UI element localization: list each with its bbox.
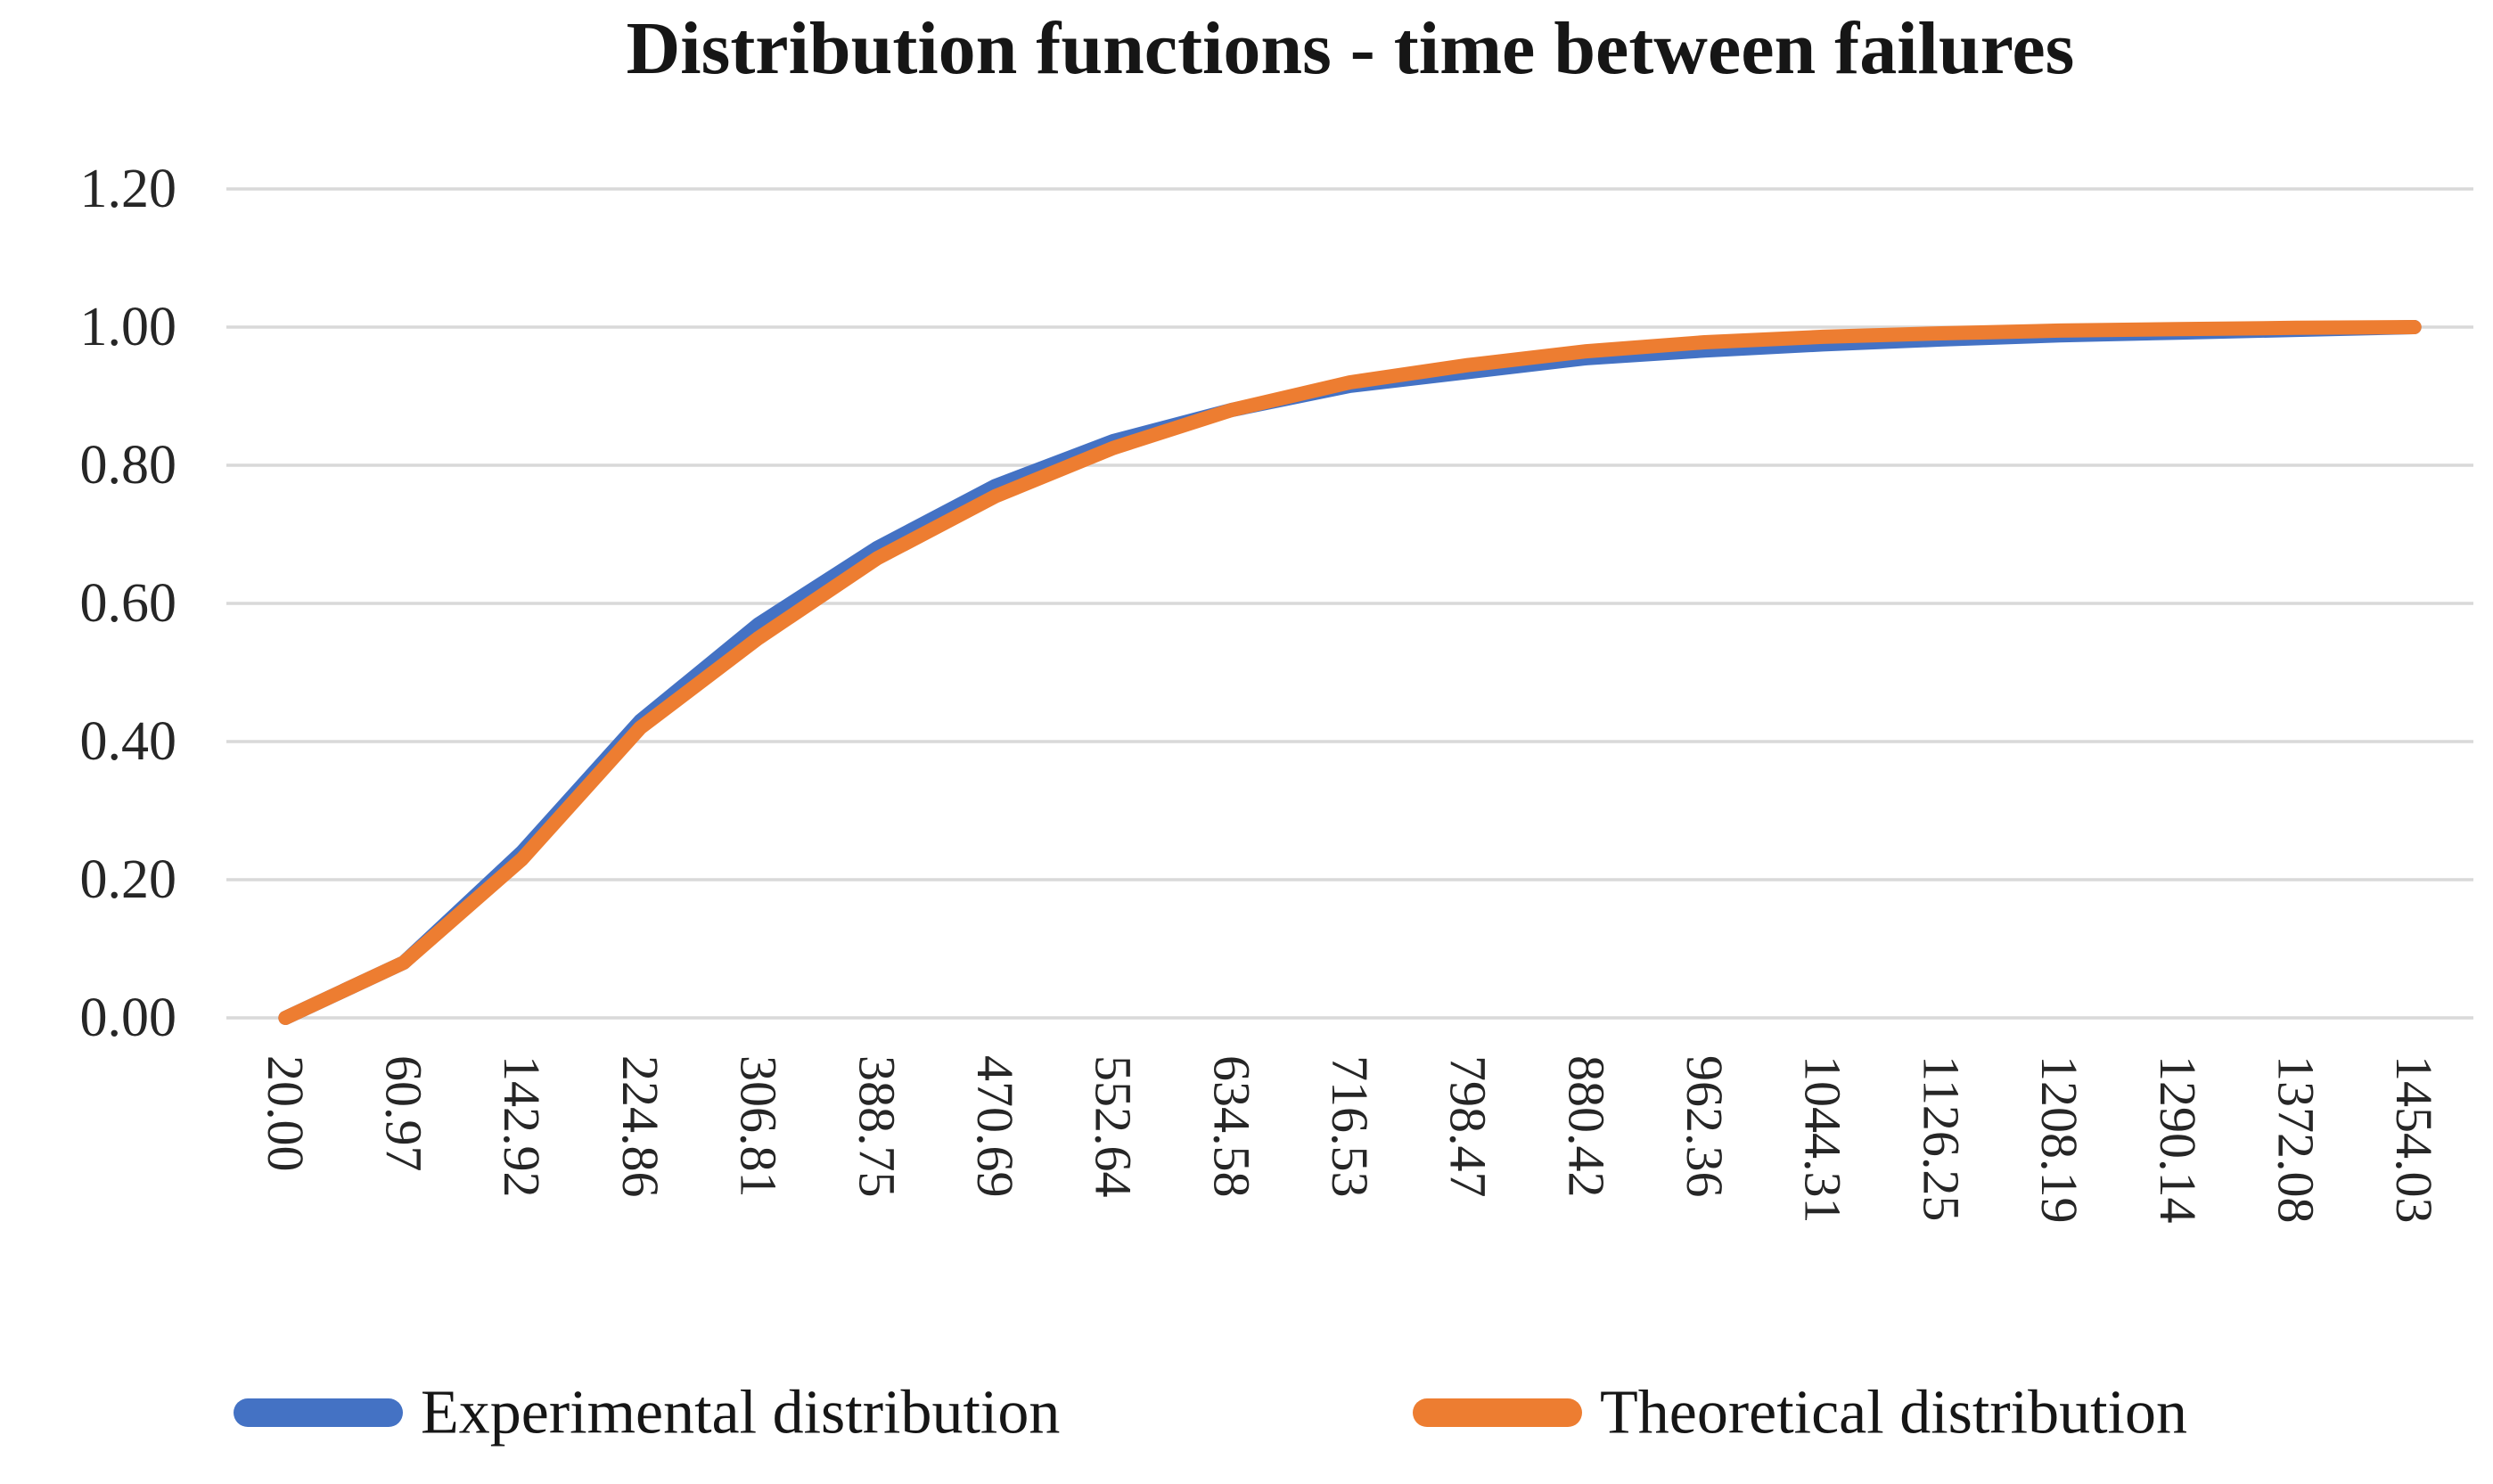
- plot-series: [278, 320, 2422, 1025]
- chart-title: Distribution functions - time between fa…: [627, 7, 2075, 90]
- x-tick-label: 634.58: [1202, 1055, 1260, 1198]
- x-tick-label: 1208.19: [2030, 1055, 2088, 1224]
- legend-item-theoretical: Theoretical distribution: [1413, 1379, 2187, 1447]
- x-tick-label: 798.47: [1439, 1055, 1497, 1198]
- y-tick-label: 1.20: [80, 159, 177, 219]
- experimental-legend-label: Experimental distribution: [421, 1379, 1060, 1447]
- legend: Experimental distribution Theoretical di…: [234, 1379, 2187, 1447]
- y-tick-label: 0.40: [80, 711, 177, 772]
- legend-item-experimental: Experimental distribution: [234, 1379, 1060, 1447]
- x-tick-label: 1126.25: [1912, 1055, 1970, 1221]
- x-tick-label: 1290.14: [2149, 1055, 2207, 1224]
- y-tick-label: 1.00: [80, 297, 177, 357]
- theoretical-distribution-line: [278, 320, 2422, 1025]
- x-tick-label: 142.92: [493, 1055, 551, 1198]
- x-tick-label: 470.69: [966, 1055, 1024, 1198]
- x-tick-label: 20.00: [257, 1055, 315, 1172]
- x-tick-label: 880.42: [1557, 1055, 1615, 1198]
- x-tick-label: 552.64: [1085, 1055, 1143, 1198]
- y-tick-label: 0.80: [80, 435, 177, 496]
- x-tick-label: 388.75: [848, 1055, 906, 1198]
- x-tick-label: 1044.31: [1794, 1055, 1852, 1224]
- gridlines: [226, 187, 2473, 1020]
- experimental-legend-marker: [234, 1398, 403, 1427]
- x-tick-label: 962.36: [1676, 1055, 1734, 1198]
- y-tick-label: 0.00: [80, 988, 177, 1048]
- x-axis-labels: 20.00 60.97 142.92 224.86 306.81 388.75 470.69…: [257, 1055, 2443, 1224]
- experimental-distribution-line: [278, 320, 2422, 1025]
- theoretical-legend-label: Theoretical distribution: [1600, 1379, 2187, 1447]
- x-tick-label: 1372.08: [2267, 1055, 2325, 1224]
- x-tick-label: 224.86: [611, 1055, 669, 1198]
- y-axis-labels: 0.00 0.20 0.40 0.60 0.80 1.00 1.20: [80, 159, 177, 1048]
- x-tick-label: 306.81: [730, 1055, 788, 1198]
- y-tick-label: 0.60: [80, 573, 177, 634]
- y-tick-label: 0.20: [80, 849, 177, 910]
- x-tick-label: 1454.03: [2385, 1055, 2443, 1224]
- x-tick-label: 716.53: [1321, 1055, 1379, 1198]
- theoretical-legend-marker: [1413, 1398, 1582, 1427]
- x-tick-label: 60.97: [375, 1055, 433, 1172]
